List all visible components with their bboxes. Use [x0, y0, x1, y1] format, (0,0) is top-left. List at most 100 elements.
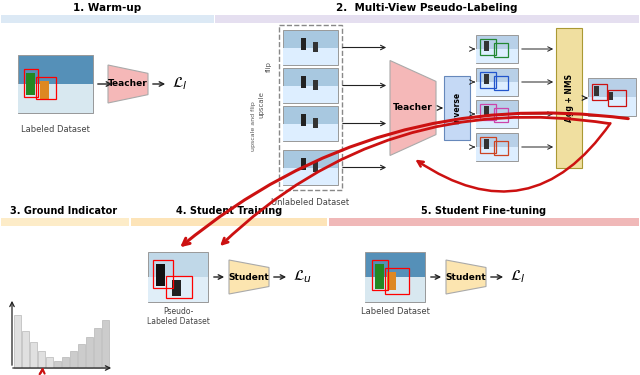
Bar	[301, 158, 306, 170]
Bar	[365, 277, 425, 302]
Text: Inverse: Inverse	[452, 92, 461, 124]
Text: Teacher: Teacher	[108, 80, 148, 88]
Bar	[279, 25, 342, 190]
Bar	[592, 84, 607, 100]
Bar	[172, 280, 181, 296]
Bar	[283, 30, 338, 65]
Bar	[494, 43, 508, 57]
Bar	[494, 76, 508, 90]
Text: Teacher: Teacher	[393, 104, 433, 112]
Bar	[215, 15, 639, 23]
Bar	[102, 320, 109, 368]
Bar	[46, 357, 53, 368]
Bar	[494, 108, 508, 122]
FancyArrowPatch shape	[183, 113, 628, 245]
Bar	[375, 264, 384, 289]
Bar	[444, 76, 470, 140]
Bar	[1, 218, 129, 226]
Bar	[476, 82, 518, 96]
Bar	[86, 337, 93, 368]
Bar	[283, 123, 338, 141]
Bar	[588, 78, 636, 116]
Bar	[608, 92, 613, 100]
FancyArrowPatch shape	[40, 369, 45, 374]
Bar	[131, 218, 327, 226]
Bar	[148, 252, 208, 302]
Text: Pseudo-
Labeled Dataset: Pseudo- Labeled Dataset	[147, 307, 209, 326]
Bar	[301, 114, 306, 126]
Text: $\mathcal{L}_l$: $\mathcal{L}_l$	[510, 268, 525, 285]
Polygon shape	[390, 60, 436, 156]
Bar	[38, 351, 45, 368]
Bar	[18, 84, 93, 113]
Bar	[283, 48, 338, 65]
FancyArrowPatch shape	[418, 123, 611, 192]
Bar	[476, 100, 518, 128]
Bar	[26, 73, 35, 95]
FancyArrowPatch shape	[222, 117, 609, 244]
Bar	[494, 141, 508, 155]
Bar	[153, 260, 173, 288]
Polygon shape	[229, 260, 269, 294]
Polygon shape	[108, 65, 148, 103]
Bar	[476, 133, 518, 161]
Bar	[94, 328, 101, 368]
Text: 3. Ground Indicator: 3. Ground Indicator	[10, 206, 118, 216]
Text: Labeled Dataset: Labeled Dataset	[21, 125, 90, 134]
Text: 5. Student Fine-tuning: 5. Student Fine-tuning	[421, 206, 547, 216]
Bar	[484, 139, 489, 149]
Text: 2.  Multi-View Pseudo-Labeling: 2. Multi-View Pseudo-Labeling	[336, 3, 518, 13]
Bar	[70, 351, 77, 368]
Bar	[594, 86, 599, 96]
Bar	[556, 28, 582, 168]
Bar	[372, 260, 388, 290]
Bar	[166, 276, 192, 298]
Text: 1. Warm-up: 1. Warm-up	[73, 3, 141, 13]
Text: Agg + NMS: Agg + NMS	[564, 74, 573, 122]
Bar	[283, 150, 338, 185]
Text: flip: flip	[266, 61, 272, 72]
Bar	[18, 55, 93, 113]
Bar	[62, 357, 69, 368]
Bar	[480, 104, 496, 120]
Bar	[476, 49, 518, 63]
Bar	[313, 162, 318, 172]
Bar	[387, 272, 396, 290]
Bar	[156, 264, 165, 286]
Bar	[283, 86, 338, 103]
Text: Student: Student	[228, 273, 269, 282]
Bar	[608, 90, 626, 106]
Text: Labeled Dataset: Labeled Dataset	[360, 307, 429, 316]
Bar	[313, 118, 318, 128]
Bar	[283, 68, 338, 103]
Bar	[480, 137, 496, 153]
Bar	[484, 41, 489, 51]
Bar	[36, 77, 56, 99]
Bar	[484, 74, 489, 84]
Polygon shape	[446, 260, 486, 294]
Bar	[476, 147, 518, 161]
Bar	[476, 68, 518, 96]
Text: Student: Student	[445, 273, 486, 282]
Text: upscale: upscale	[258, 91, 264, 118]
Bar	[301, 76, 306, 88]
Bar	[313, 80, 318, 90]
Bar	[365, 252, 425, 302]
Bar	[283, 168, 338, 185]
Bar	[283, 106, 338, 141]
Bar	[329, 218, 639, 226]
Bar	[480, 39, 496, 55]
Bar	[385, 268, 409, 294]
Bar	[484, 106, 489, 116]
Bar	[480, 72, 496, 88]
Bar	[148, 277, 208, 302]
Bar	[40, 81, 49, 99]
Bar	[14, 315, 21, 368]
Text: 4. Student Training: 4. Student Training	[176, 206, 282, 216]
Bar	[476, 35, 518, 63]
Bar	[78, 345, 85, 368]
Bar	[30, 342, 37, 368]
Text: $\mathcal{L}_l$: $\mathcal{L}_l$	[172, 76, 188, 92]
Bar	[476, 114, 518, 128]
Text: upscale and flip: upscale and flip	[250, 102, 255, 152]
